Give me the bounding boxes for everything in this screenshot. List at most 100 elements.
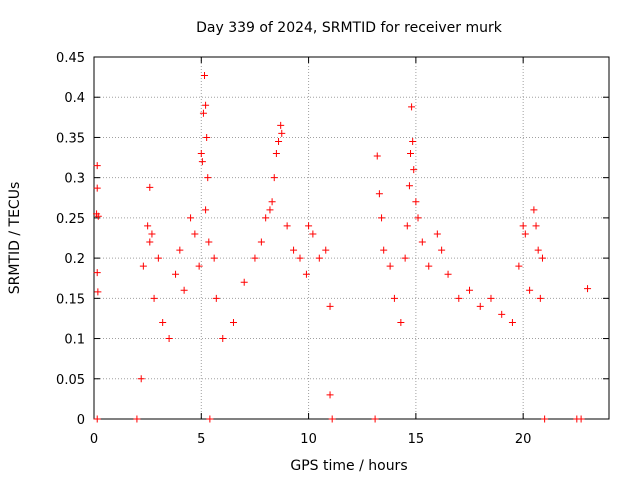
data-point — [508, 318, 516, 326]
data-point — [425, 262, 433, 270]
data-point — [93, 184, 101, 192]
data-point — [418, 238, 426, 246]
data-point — [577, 415, 585, 423]
data-point — [408, 103, 416, 111]
data-point — [198, 158, 206, 166]
data-point — [326, 302, 334, 310]
data-point — [210, 254, 218, 262]
data-point — [212, 294, 220, 302]
data-point — [187, 214, 195, 222]
data-point — [205, 238, 213, 246]
data-point — [137, 375, 145, 383]
y-tick-label: 0.45 — [56, 51, 85, 66]
data-point — [199, 109, 207, 117]
data-point — [176, 246, 184, 254]
data-point — [278, 129, 286, 137]
data-point — [380, 246, 388, 254]
data-point — [521, 230, 529, 238]
data-point — [519, 222, 527, 230]
grid-layer — [94, 57, 609, 419]
data-point — [268, 198, 276, 206]
x-tick-label: 10 — [300, 432, 317, 447]
data-point — [172, 270, 180, 278]
data-point — [407, 150, 415, 158]
data-point — [397, 318, 405, 326]
data-point — [476, 302, 484, 310]
data-point — [275, 137, 283, 145]
data-point — [390, 294, 398, 302]
y-tick-label: 0.4 — [64, 91, 85, 106]
x-tick-label: 0 — [90, 432, 98, 447]
data-point — [410, 166, 418, 174]
data-point — [201, 72, 209, 80]
data-point — [534, 246, 542, 254]
y-axis-label: SRMTID / TECUs — [7, 182, 23, 295]
data-point — [240, 278, 248, 286]
data-point — [257, 238, 265, 246]
data-point — [403, 222, 411, 230]
data-point — [322, 246, 330, 254]
data-point — [159, 318, 167, 326]
data-point — [146, 238, 154, 246]
data-point — [433, 230, 441, 238]
data-point — [532, 222, 540, 230]
data-point — [270, 174, 278, 182]
data-point — [541, 415, 549, 423]
data-point — [584, 285, 592, 293]
data-point — [414, 214, 422, 222]
data-point — [202, 206, 210, 214]
data-point — [498, 310, 506, 318]
data-point — [515, 262, 523, 270]
data-point — [93, 269, 101, 277]
x-tick-label: 5 — [197, 432, 205, 447]
y-tick-label: 0.2 — [64, 252, 85, 267]
data-point — [203, 133, 211, 141]
y-tick-label: 0 — [77, 413, 85, 428]
data-point — [371, 415, 379, 423]
x-tick-label: 15 — [408, 432, 425, 447]
data-point — [405, 182, 413, 190]
plot-frame — [93, 56, 610, 420]
data-point — [94, 212, 102, 220]
data-point — [266, 206, 274, 214]
data-point — [251, 254, 259, 262]
data-point — [378, 214, 386, 222]
y-tick-label: 0.35 — [56, 131, 85, 146]
data-point — [326, 391, 334, 399]
points-layer — [93, 72, 592, 423]
data-point — [94, 288, 102, 296]
data-point — [536, 294, 544, 302]
data-point — [375, 190, 383, 198]
data-point — [206, 415, 214, 423]
data-point — [150, 294, 158, 302]
data-point — [302, 270, 310, 278]
data-point — [455, 294, 463, 302]
data-point — [229, 318, 237, 326]
data-point — [466, 286, 474, 294]
data-point — [444, 270, 452, 278]
y-tick-label: 0.15 — [56, 292, 85, 307]
x-tick-label: 20 — [515, 432, 532, 447]
data-point — [197, 150, 205, 158]
data-point — [401, 254, 409, 262]
data-point — [154, 254, 162, 262]
data-point — [296, 254, 304, 262]
data-point — [139, 262, 147, 270]
data-point — [195, 262, 203, 270]
data-point — [315, 254, 323, 262]
chart-title: Day 339 of 2024, SRMTID for receiver mur… — [196, 20, 503, 36]
data-point — [93, 162, 101, 170]
y-tick-label: 0.05 — [56, 373, 85, 388]
data-point — [412, 198, 420, 206]
data-point — [530, 206, 538, 214]
data-point — [219, 335, 227, 343]
data-point — [144, 222, 152, 230]
data-point — [309, 230, 317, 238]
y-tick-label: 0.3 — [64, 172, 85, 187]
y-tick-label: 0.25 — [56, 212, 85, 227]
data-point — [373, 152, 381, 160]
y-tick-label: 0.1 — [64, 333, 85, 348]
data-point — [409, 137, 417, 145]
data-point — [146, 183, 154, 191]
data-point — [180, 286, 188, 294]
